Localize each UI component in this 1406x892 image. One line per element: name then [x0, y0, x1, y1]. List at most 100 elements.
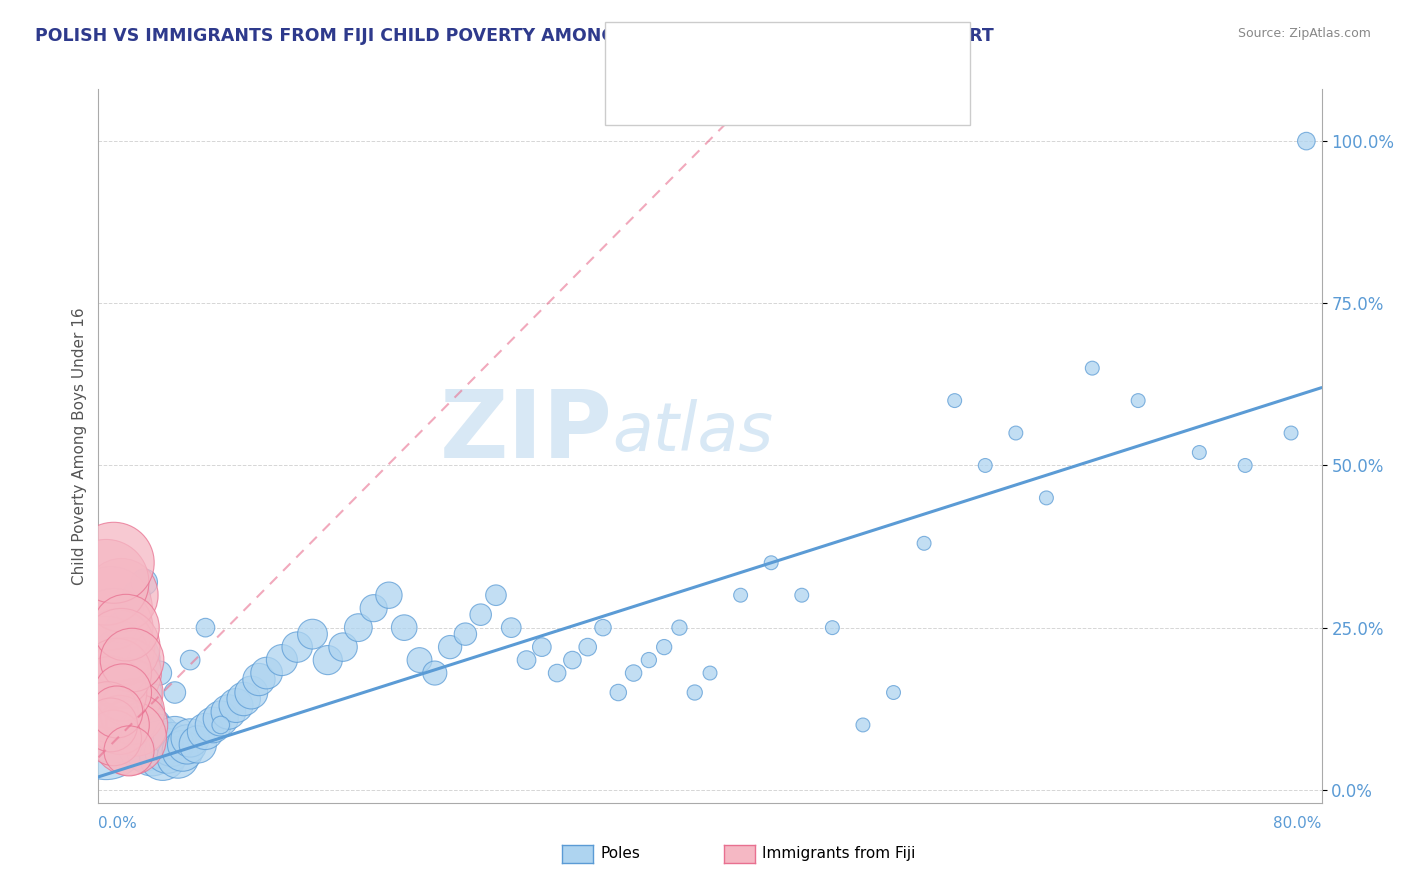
Point	[187, 738, 209, 752]
Point	[115, 653, 138, 667]
Point	[316, 653, 339, 667]
Point	[637, 653, 661, 667]
Point	[111, 685, 134, 699]
Point	[105, 640, 128, 654]
Point	[194, 724, 217, 739]
Point	[100, 718, 122, 732]
Point	[285, 640, 308, 654]
Point	[118, 744, 141, 758]
Point	[439, 640, 461, 654]
Point	[141, 744, 163, 758]
Point	[501, 621, 523, 635]
Point	[530, 640, 553, 654]
Point	[134, 738, 156, 752]
Point	[110, 640, 132, 654]
Point	[110, 621, 132, 635]
Point	[454, 627, 477, 641]
Point	[94, 731, 117, 745]
Point	[179, 653, 201, 667]
Point	[256, 666, 278, 681]
Point	[943, 393, 966, 408]
Point	[423, 666, 446, 681]
Point	[103, 621, 125, 635]
Point	[1081, 361, 1104, 376]
Point	[172, 744, 194, 758]
Point	[347, 621, 370, 635]
Point	[668, 621, 690, 635]
Point	[378, 588, 401, 602]
Text: Source: ZipAtlas.com: Source: ZipAtlas.com	[1237, 27, 1371, 40]
Point	[176, 738, 198, 752]
Point	[652, 640, 675, 654]
Point	[100, 705, 122, 719]
Point	[1279, 425, 1302, 440]
Point	[100, 601, 122, 615]
Point	[156, 744, 179, 758]
Point	[790, 588, 813, 602]
Point	[247, 673, 270, 687]
Point	[152, 750, 174, 764]
Text: ZIP: ZIP	[439, 385, 612, 478]
Point	[516, 653, 538, 667]
Point	[592, 621, 614, 635]
Point	[1035, 491, 1057, 505]
Point	[125, 718, 148, 732]
Point	[94, 575, 117, 590]
Point	[134, 575, 156, 590]
Point	[118, 601, 141, 615]
Point	[167, 750, 190, 764]
Point	[118, 685, 141, 699]
Point	[103, 718, 125, 732]
Point	[194, 621, 217, 635]
Text: R = 0.387    N = 24: R = 0.387 N = 24	[664, 76, 839, 94]
Point	[232, 692, 254, 706]
Point	[217, 705, 239, 719]
Text: R = 0.576    N = 89: R = 0.576 N = 89	[664, 45, 839, 62]
Point	[699, 666, 721, 681]
Point	[392, 621, 416, 635]
Point	[105, 705, 128, 719]
Point	[103, 556, 125, 570]
Point	[118, 685, 141, 699]
Point	[149, 666, 172, 681]
Point	[561, 653, 583, 667]
Text: 80.0%: 80.0%	[1274, 816, 1322, 831]
Point	[121, 653, 143, 667]
Point	[115, 621, 138, 635]
Point	[852, 718, 875, 732]
Point	[974, 458, 997, 473]
Point	[912, 536, 935, 550]
Point	[115, 666, 138, 681]
Point	[121, 705, 143, 719]
Point	[121, 705, 143, 719]
Point	[883, 685, 905, 699]
Text: 0.0%: 0.0%	[98, 816, 138, 831]
Point	[94, 653, 117, 667]
Point	[149, 738, 172, 752]
Point	[576, 640, 599, 654]
Point	[225, 698, 247, 713]
Point	[1188, 445, 1211, 459]
Point	[759, 556, 782, 570]
Point	[129, 731, 152, 745]
Point	[240, 685, 263, 699]
Point	[100, 685, 122, 699]
Point	[470, 607, 492, 622]
Point	[270, 653, 292, 667]
Point	[103, 731, 125, 745]
Point	[110, 666, 132, 681]
Point	[105, 685, 128, 699]
Point	[1128, 393, 1150, 408]
Point	[179, 731, 201, 745]
Point	[163, 685, 186, 699]
Point	[730, 588, 752, 602]
Point	[485, 588, 508, 602]
Point	[301, 627, 323, 641]
Point	[108, 718, 131, 732]
Point	[623, 666, 645, 681]
Text: Poles: Poles	[600, 847, 640, 861]
Point	[136, 724, 159, 739]
Point	[363, 601, 385, 615]
Point	[209, 718, 232, 732]
Point	[546, 666, 568, 681]
